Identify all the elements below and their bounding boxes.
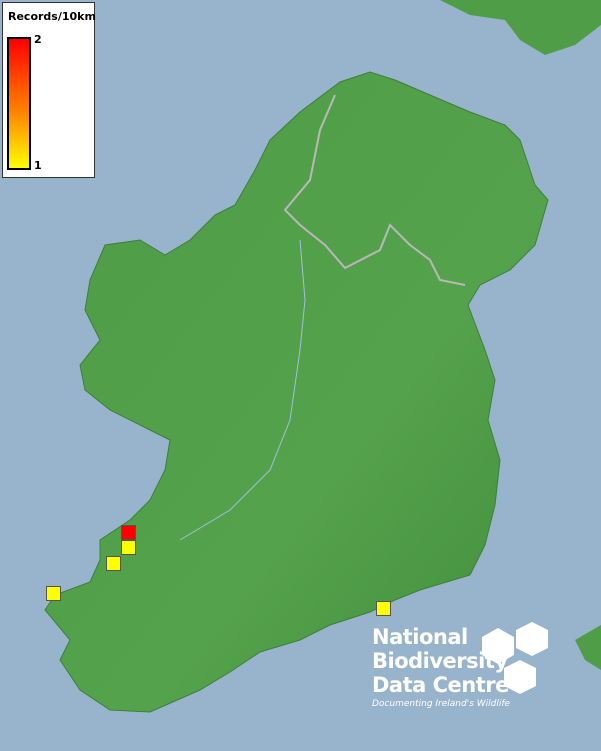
record-square[interactable] <box>376 601 391 616</box>
legend-max-label: 2 <box>34 33 42 46</box>
scotland-landmass <box>440 0 601 55</box>
wales-landmass <box>575 625 601 670</box>
nbdc-logo: National Biodiversity Data Centre Docume… <box>372 625 510 709</box>
legend-min-label: 1 <box>34 159 42 172</box>
border-line <box>283 94 466 286</box>
river-line <box>179 239 306 541</box>
logo-line3: Data Centre <box>372 673 509 697</box>
legend-title: Records/10km <box>8 10 96 23</box>
logo-hexagon-icon <box>482 622 548 694</box>
record-square[interactable] <box>121 525 136 540</box>
record-square[interactable] <box>121 540 136 555</box>
logo-tagline: Documenting Ireland's Wildlife <box>372 699 511 709</box>
record-square[interactable] <box>46 586 61 601</box>
ireland-landmass <box>44 71 549 713</box>
record-square[interactable] <box>106 556 121 571</box>
logo-line1: National <box>372 625 468 649</box>
map-legend: Records/10km 2 1 <box>2 2 96 178</box>
legend-color-ramp <box>7 37 31 170</box>
